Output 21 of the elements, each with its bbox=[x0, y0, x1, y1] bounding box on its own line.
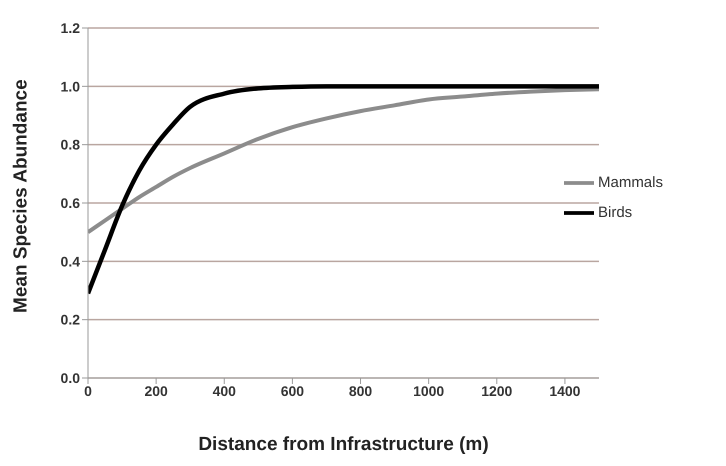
x-axis-title: Distance from Infrastructure (m) bbox=[198, 434, 489, 455]
x-tick-label: 0 bbox=[84, 382, 92, 399]
y-tick-label: 1.2 bbox=[60, 20, 80, 36]
x-tick-label: 200 bbox=[144, 382, 168, 399]
x-tick-label: 800 bbox=[348, 382, 372, 399]
legend-label: Birds bbox=[598, 204, 632, 221]
y-tick-label: 0.4 bbox=[60, 253, 80, 270]
x-tick-label: 1400 bbox=[549, 382, 581, 399]
x-tick-label: 1200 bbox=[481, 382, 513, 399]
x-tick-label: 1000 bbox=[413, 382, 444, 399]
line-series bbox=[88, 87, 599, 234]
y-tick-label: 0.6 bbox=[60, 194, 80, 211]
y-tick-label: 0.2 bbox=[60, 312, 80, 328]
x-tick-label: 400 bbox=[212, 382, 236, 399]
x-tick-label: 600 bbox=[280, 382, 304, 399]
y-axis-title: Mean Species Abundance bbox=[10, 79, 32, 313]
y-tick-label: 1.0 bbox=[60, 78, 80, 94]
line-series bbox=[88, 84, 599, 296]
y-tick-label: 0.8 bbox=[60, 136, 80, 153]
legend-label: Mammals bbox=[598, 174, 663, 191]
y-tick-label: 0.0 bbox=[60, 370, 80, 386]
